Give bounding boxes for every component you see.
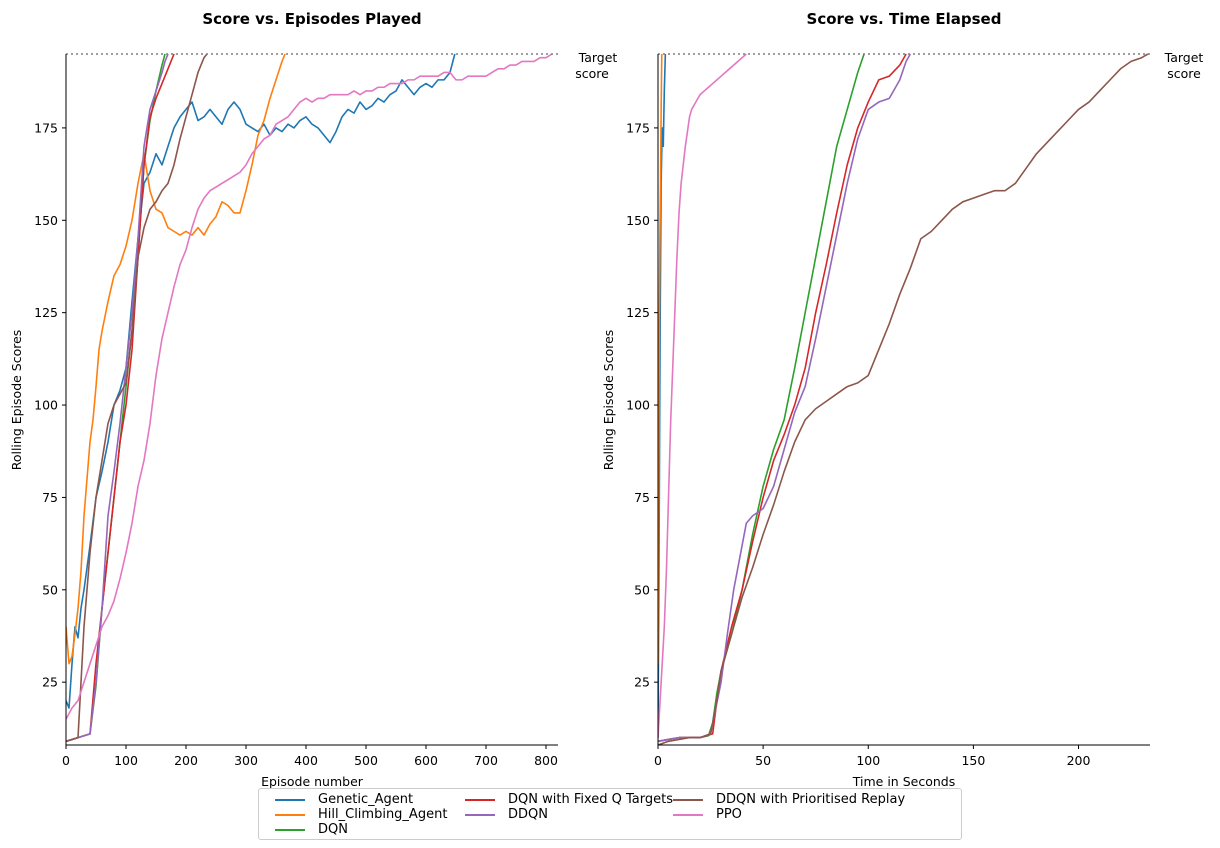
y-axis-label: Rolling Episode Scores	[601, 330, 616, 471]
legend-swatch	[275, 829, 305, 831]
x-tick-label: 100	[114, 753, 138, 768]
x-tick-label: 100	[856, 753, 880, 768]
y-tick-label: 150	[626, 213, 650, 228]
y-tick-label: 75	[42, 490, 58, 505]
legend-label: Genetic_Agent	[318, 792, 414, 807]
y-tick-label: 175	[626, 120, 650, 135]
chart-time: Score vs. Time Elapsed Time in Seconds R…	[601, 10, 1203, 789]
series-line-ddqn-with-prioritised-replay	[66, 53, 208, 743]
chart-title: Score vs. Time Elapsed	[807, 10, 1002, 28]
legend-swatch	[673, 799, 703, 801]
target-score-label: score	[1167, 66, 1201, 81]
y-tick-label: 50	[634, 582, 650, 597]
legend: Genetic_Agent Hill_Climbing_Agent DQN DQ…	[258, 788, 962, 840]
legend-label: PPO	[716, 807, 742, 822]
series-line-ddqn	[658, 53, 912, 743]
y-tick-label: 100	[34, 398, 58, 413]
legend-label: DDQN with Prioritised Replay	[716, 792, 906, 807]
y-tick-label: 125	[34, 305, 58, 320]
series-lines	[658, 53, 1149, 745]
x-tick-label: 600	[414, 753, 438, 768]
target-score-label: Target	[578, 50, 618, 65]
series-line-dqn-with-fixed-q-targets	[66, 53, 175, 743]
series-line-hill-climbing-agent	[658, 53, 663, 664]
series-lines	[66, 53, 553, 743]
x-tick-label: 150	[961, 753, 985, 768]
legend-label: DDQN	[508, 807, 548, 822]
series-line-hill-climbing-agent	[66, 53, 286, 665]
target-score-label: score	[575, 66, 609, 81]
y-tick-label: 175	[34, 120, 58, 135]
series-line-ddqn-with-prioritised-replay	[658, 53, 1149, 745]
x-tick-label: 0	[62, 753, 70, 768]
x-tick-label: 800	[534, 753, 558, 768]
y-tick-label: 50	[42, 582, 58, 597]
x-tick-label: 500	[354, 753, 378, 768]
series-line-dqn	[658, 53, 865, 743]
y-tick-label: 25	[634, 675, 650, 690]
legend-swatch	[275, 814, 305, 816]
series-line-ppo	[66, 53, 553, 720]
x-axis-label: Episode number	[261, 774, 364, 789]
series-line-dqn-with-fixed-q-targets	[658, 53, 907, 743]
legend-label: Hill_Climbing_Agent	[318, 807, 448, 822]
series-line-ppo	[658, 53, 747, 738]
y-axis-label: Rolling Episode Scores	[9, 330, 24, 471]
y-tick-label: 100	[626, 398, 650, 413]
legend-swatch	[465, 799, 495, 801]
target-score-label: Target	[1164, 50, 1204, 65]
legend-swatch	[465, 814, 495, 816]
x-tick-label: 50	[755, 753, 771, 768]
y-tick-label: 75	[634, 490, 650, 505]
legend-swatch	[275, 799, 305, 801]
x-tick-label: 200	[1067, 753, 1091, 768]
series-line-ddqn	[66, 53, 169, 743]
x-axis-label: Time in Seconds	[852, 774, 955, 789]
legend-label: DQN with Fixed Q Targets	[508, 792, 673, 807]
legend-label: DQN	[318, 822, 348, 837]
x-tick-label: 400	[294, 753, 318, 768]
y-tick-label: 25	[42, 675, 58, 690]
x-tick-label: 0	[654, 753, 662, 768]
y-tick-label: 150	[34, 213, 58, 228]
x-tick-label: 700	[474, 753, 498, 768]
x-tick-label: 300	[234, 753, 258, 768]
x-tick-label: 200	[174, 753, 198, 768]
legend-swatch	[673, 814, 703, 816]
y-tick-label: 125	[626, 305, 650, 320]
chart-title: Score vs. Episodes Played	[202, 10, 421, 28]
chart-episodes: Score vs. Episodes Played Episode number…	[9, 10, 617, 789]
series-line-dqn	[66, 53, 166, 743]
